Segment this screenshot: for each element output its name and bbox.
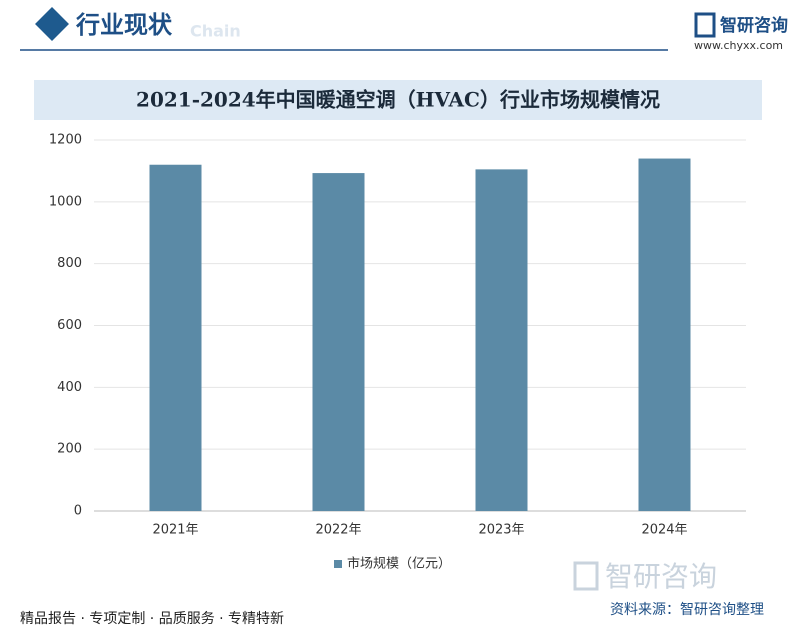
title-bar [34, 80, 762, 120]
section-title: 行业现状 [75, 11, 173, 39]
y-tick-label: 200 [57, 442, 82, 457]
y-tick-label: 800 [57, 256, 82, 271]
chart-title: 2021-2024年中国暖通空调（HVAC）行业市场规模情况 [136, 88, 660, 112]
x-tick-label: 2023年 [478, 523, 524, 538]
faint-text: Chain [190, 22, 241, 41]
footer-tagline: 精品报告 · 专项定制 · 品质服务 · 专精特新 [20, 611, 284, 627]
legend-label: 市场规模（亿元） [347, 556, 451, 572]
legend-swatch [334, 560, 342, 568]
bar [475, 169, 528, 511]
x-tick-label: 2021年 [152, 523, 198, 538]
x-tick-label: 2024年 [641, 523, 687, 538]
logo-url: www.chyxx.com [694, 39, 783, 52]
y-tick-label: 0 [74, 504, 82, 519]
logo-text: 智研咨询 [720, 15, 788, 36]
y-tick-label: 400 [57, 380, 82, 395]
bar [149, 164, 202, 511]
y-tick-label: 1000 [49, 194, 82, 209]
section-icon [35, 7, 69, 41]
x-tick-label: 2022年 [315, 523, 361, 538]
footer-source: 资料来源：智研咨询整理 [610, 602, 764, 618]
y-tick-label: 600 [57, 318, 82, 333]
bar [312, 173, 365, 512]
logo-icon [694, 12, 716, 38]
footer-logo-text: 智研咨询 [605, 560, 717, 593]
y-tick-label: 1200 [49, 133, 82, 148]
bar [638, 158, 691, 512]
footer-logo-icon [573, 561, 599, 591]
